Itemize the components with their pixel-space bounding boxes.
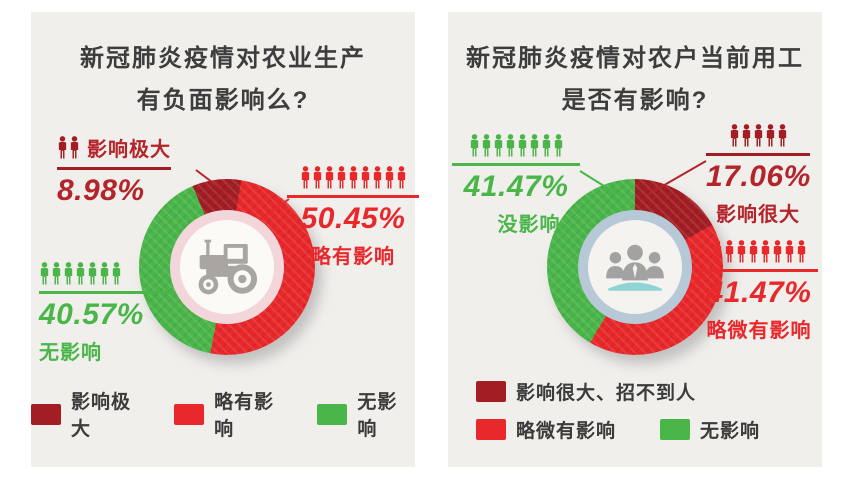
- callout-percent: 40.57%: [39, 298, 144, 331]
- legend-label: 无影响: [700, 421, 761, 442]
- callout-slight-impact: 50.45% 略有影响: [287, 166, 419, 269]
- chart-title-line2: 是否有影响?: [561, 87, 709, 114]
- callout-percent: 17.06%: [706, 160, 811, 193]
- callout-no-impact: 41.47% 没影响: [452, 134, 580, 237]
- callout-label: 略有影响: [311, 246, 395, 268]
- legend-label: 影响极大: [71, 392, 132, 440]
- callout-label: 没影响: [497, 214, 561, 236]
- donut-chart-agriculture: [139, 179, 315, 355]
- legend-swatch-dark-red: [476, 381, 506, 402]
- callout-label: 影响很大: [716, 204, 800, 226]
- legend-item: 无影响: [317, 387, 415, 441]
- callout-extreme-impact: 影响极大 8.98%: [57, 133, 171, 208]
- tractor-icon: [198, 239, 258, 295]
- legend-label: 影响很大、招不到人: [516, 383, 697, 404]
- callout-label: 无影响: [39, 342, 102, 364]
- legend-row-2: 略微有影响 无影响: [476, 416, 822, 443]
- card-agriculture-impact: 新冠肺炎疫情对农业生产 有负面影响么?: [31, 12, 419, 467]
- donut-center: [578, 210, 692, 324]
- callout-label: 略微有影响: [706, 320, 812, 342]
- legend-swatch-red: [174, 403, 205, 425]
- legend-swatch-red: [476, 419, 506, 440]
- callout-percent: 50.45%: [300, 202, 406, 235]
- callout-percent: 41.47%: [463, 170, 569, 203]
- legend: 影响极大 略有影响 无影响: [31, 387, 415, 441]
- people-icons-row: [452, 134, 580, 166]
- card-labor-impact: 新冠肺炎疫情对农户当前用工 是否有影响? 41.47% 没影响: [448, 12, 822, 467]
- callout-percent: 8.98%: [57, 174, 145, 207]
- chart-title-line1: 新冠肺炎疫情对农户当前用工: [466, 45, 804, 72]
- callout-big-impact: 17.06% 影响很大: [706, 124, 810, 227]
- legend-item: 影响很大、招不到人: [476, 378, 696, 405]
- people-icons-row: [57, 136, 80, 159]
- legend-swatch-dark-red: [31, 403, 61, 425]
- callout-percent: 41.47%: [706, 276, 812, 309]
- legend-item: 无影响: [660, 416, 760, 443]
- legend-label: 略微有影响: [516, 421, 617, 442]
- chart-title: 新冠肺炎疫情对农户当前用工 是否有影响?: [448, 38, 822, 122]
- chart-title-line2: 有负面影响么?: [136, 87, 310, 114]
- people-icons-row: [39, 262, 179, 294]
- legend-label: 略有影响: [214, 392, 275, 440]
- people-icons-row: [706, 124, 810, 156]
- callout-slight-impact: 41.47% 略微有影响: [700, 240, 818, 343]
- legend-swatch-green: [317, 403, 348, 425]
- callout-no-impact: 40.57% 无影响: [39, 262, 179, 365]
- legend-item: 影响极大: [31, 387, 148, 441]
- legend-row-1: 影响很大、招不到人: [476, 378, 822, 405]
- legend-item: 略微有影响: [476, 416, 616, 443]
- donut-center: [170, 210, 284, 324]
- legend-item: 略有影响: [174, 387, 291, 441]
- people-group-icon: [606, 244, 664, 291]
- chart-title: 新冠肺炎疫情对农业生产 有负面影响么?: [31, 38, 415, 122]
- people-icons-row: [287, 166, 419, 198]
- chart-title-line1: 新冠肺炎疫情对农业生产: [80, 45, 366, 72]
- people-icons-row: [700, 240, 818, 272]
- legend-label: 无影响: [357, 392, 398, 440]
- donut-chart-labor: [547, 179, 723, 355]
- legend-swatch-green: [660, 419, 691, 440]
- callout-label: 影响极大: [87, 139, 171, 161]
